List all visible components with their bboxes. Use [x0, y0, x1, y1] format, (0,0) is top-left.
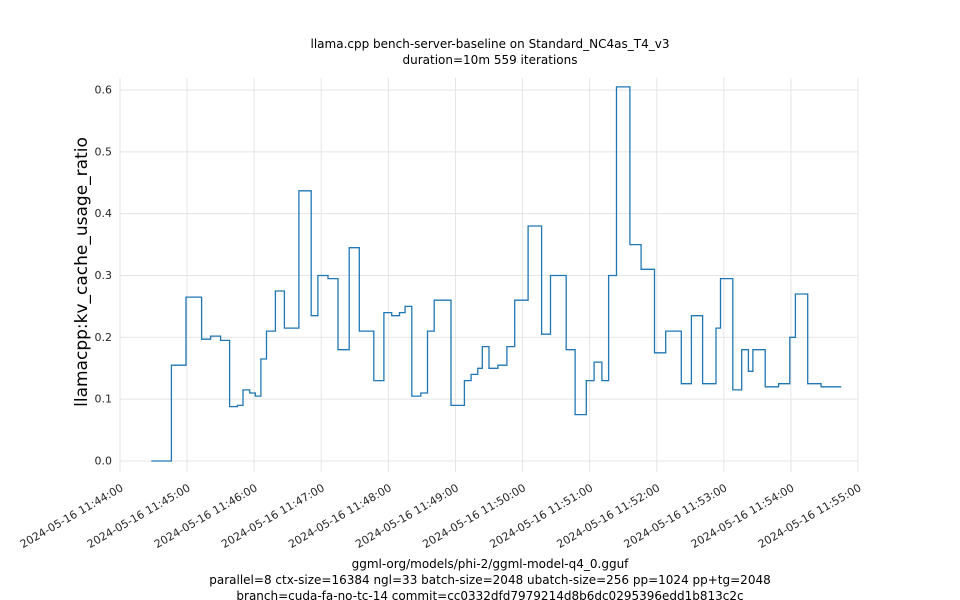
- footnote-params: parallel=8 ctx-size=16384 ngl=33 batch-s…: [209, 573, 771, 587]
- y-tick-label: 0.5: [95, 145, 113, 158]
- chart-title: llama.cpp bench-server-baseline on Stand…: [310, 37, 670, 51]
- y-tick-label: 0.4: [95, 207, 113, 220]
- y-tick-label: 0.1: [95, 393, 113, 406]
- chart-title-block: llama.cpp bench-server-baseline on Stand…: [10, 36, 960, 68]
- y-tick-label: 0.3: [95, 269, 113, 282]
- y-tick-label: 0.2: [95, 331, 113, 344]
- chart-subtitle: duration=10m 559 iterations: [402, 53, 578, 67]
- chart-footnotes: ggml-org/models/phi-2/ggml-model-q4_0.gg…: [10, 556, 960, 600]
- y-tick-label: 0.0: [95, 455, 113, 468]
- footnote-branch-commit: branch=cuda-fa-no-tc-14 commit=cc0332dfd…: [236, 589, 744, 600]
- y-tick-label: 0.6: [95, 84, 113, 97]
- kv-cache-usage-series-line: [151, 86, 842, 462]
- footnote-model: ggml-org/models/phi-2/ggml-model-q4_0.gg…: [351, 557, 629, 571]
